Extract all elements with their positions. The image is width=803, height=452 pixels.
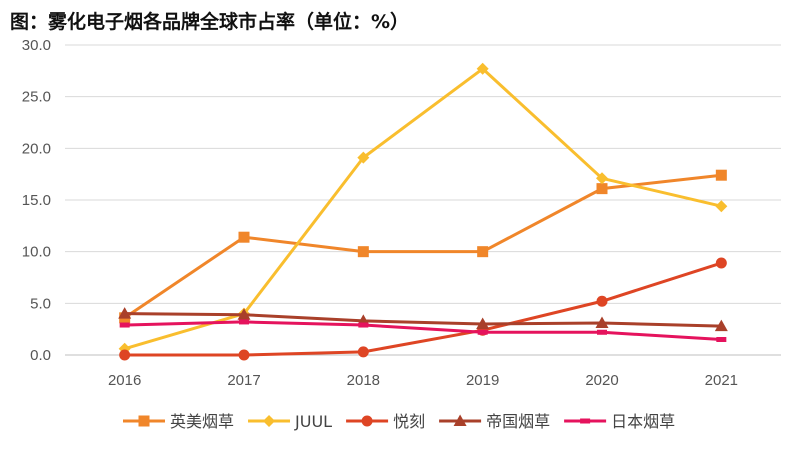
x-tick-label: 2020 (585, 372, 618, 389)
data-point (357, 246, 369, 258)
y-tick-label: 20.0 (22, 140, 51, 157)
legend-marker (453, 414, 467, 426)
legend-item-4: 日本烟草 (564, 412, 675, 431)
data-point (237, 308, 251, 320)
data-point (119, 349, 131, 361)
data-point (476, 62, 489, 75)
x-tick-label: 2016 (108, 372, 141, 389)
series-1 (118, 62, 728, 355)
grid-lines (65, 44, 781, 304)
data-point (357, 151, 370, 164)
data-point (477, 246, 489, 258)
y-tick-label: 25.0 (22, 89, 51, 106)
series-line (123, 312, 723, 328)
data-point (238, 231, 250, 243)
data-point (238, 349, 250, 361)
y-tick-label: 10.0 (22, 244, 51, 261)
legend-label: 日本烟草 (611, 412, 675, 431)
data-point (715, 169, 727, 181)
x-tick-label: 2021 (705, 372, 738, 389)
legend-item-1: JUUL (248, 412, 332, 431)
data-point (715, 257, 727, 269)
series-group (118, 62, 728, 361)
legend-item-0: 英美烟草 (123, 412, 234, 431)
x-tick-label: 2019 (466, 372, 499, 389)
data-point (119, 322, 130, 328)
y-tick-label: 0.0 (30, 347, 51, 364)
series-line (123, 320, 723, 341)
legend-label: 悦刻 (393, 412, 425, 431)
legend-marker (361, 415, 373, 427)
data-point (118, 307, 132, 319)
data-point (358, 322, 369, 328)
chart-title: 图：雾化电子烟各品牌全球市占率（单位：%） (10, 11, 410, 33)
data-point (595, 316, 609, 328)
y-tick-label: 15.0 (22, 192, 51, 209)
data-point (476, 317, 490, 329)
data-point (716, 337, 727, 342)
series-0 (119, 169, 727, 324)
data-point (357, 346, 369, 358)
data-point (477, 329, 488, 335)
data-point (596, 172, 608, 185)
data-point (596, 183, 608, 195)
axes: 0.0 5.0 10.0 15.0 20.0 25.0 30.0 2016 2017 2018 20… (22, 37, 781, 389)
legend-marker (580, 418, 591, 424)
x-tick-label: 2017 (227, 372, 260, 389)
y-tick-label: 30.0 (22, 37, 51, 54)
data-point (597, 329, 607, 335)
data-point (596, 295, 608, 307)
legend-marker (263, 415, 276, 427)
legend-label: JUUL (294, 412, 332, 431)
data-point (715, 200, 728, 213)
series-line (123, 67, 723, 351)
x-tick-label: 2018 (347, 372, 380, 389)
series-line (123, 261, 723, 357)
legend-item-3: 帝国烟草 (439, 412, 550, 431)
legend-item-2: 悦刻 (346, 412, 425, 431)
legend-label: 帝国烟草 (486, 412, 550, 431)
legend-marker (138, 415, 150, 427)
data-point (714, 319, 728, 332)
series-3 (118, 307, 728, 332)
series-line (123, 173, 723, 320)
legend: 英美烟草 JUUL 悦刻 帝国烟草 日本烟草 (123, 412, 675, 431)
y-tick-label: 5.0 (30, 295, 51, 312)
data-point (239, 319, 249, 325)
legend-label: 英美烟草 (170, 412, 234, 431)
series-4 (119, 319, 727, 342)
series-2 (119, 257, 727, 361)
